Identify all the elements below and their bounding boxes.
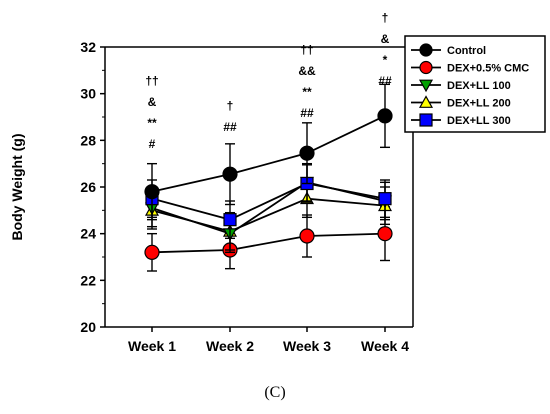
legend-marker [418, 95, 434, 108]
data-point [378, 192, 392, 206]
series-line [151, 182, 386, 221]
legend-item: DEX+LL 100 [411, 79, 511, 93]
x-tick-label: Week 4 [361, 338, 409, 354]
series-control [144, 83, 393, 221]
y-tick-label: 20 [80, 319, 96, 335]
annotation-label: † [382, 11, 389, 25]
series-layer [144, 83, 393, 272]
body-weight-chart: 20 22 24 26 28 30 32 Week 1 Week 2 Week 3 Week 4 Bo… [9, 11, 546, 354]
series-dex-ll-200 [144, 179, 393, 251]
legend-label: DEX+0.5% CMC [447, 63, 529, 75]
annotation-label: ## [300, 106, 314, 120]
legend-label: DEX+LL 100 [447, 80, 511, 92]
y-tick-label: 30 [80, 86, 96, 102]
y-tick-label: 22 [80, 272, 96, 288]
x-tick-label: Week 2 [206, 338, 254, 354]
series-dex-ll-300 [145, 164, 392, 240]
panel-label: (C) [264, 384, 286, 401]
annotation-label: * [383, 53, 388, 67]
data-point [144, 184, 160, 200]
y-tick-label: 24 [80, 226, 96, 242]
data-point [377, 226, 393, 242]
annotation-label: †† [145, 74, 158, 88]
annotation-label: & [148, 95, 157, 109]
series-line [151, 115, 386, 193]
series-line [151, 197, 386, 233]
legend-label: DEX+LL 300 [447, 115, 511, 127]
legend-marker [419, 43, 433, 57]
annotation-label: ** [302, 85, 312, 99]
legend-marker [418, 79, 434, 93]
annotation-label: †† [300, 43, 313, 57]
y-tick-label: 32 [80, 39, 96, 55]
annotation-label: † [227, 99, 234, 113]
legend-marker [419, 60, 433, 75]
annotation-label: && [298, 64, 316, 78]
data-point [223, 213, 237, 227]
annotation-label: ** [147, 116, 157, 130]
y-axis-title: Body Weight (g) [9, 133, 25, 240]
annotation-label: & [381, 32, 390, 46]
series-line [151, 232, 386, 254]
data-point [299, 145, 315, 161]
series-dex-ll-100 [144, 162, 393, 254]
y-tick-label: 26 [80, 179, 96, 195]
annotation-label: # [149, 137, 156, 151]
data-point [299, 228, 315, 244]
data-point [222, 166, 238, 182]
x-tick-label: Week 1 [128, 338, 176, 354]
data-point [144, 244, 160, 260]
legend: Control DEX+0.5% CMC DEX+LL 100 DEX+LL 200 D… [404, 35, 546, 133]
legend-label: Control [447, 45, 486, 57]
x-tick-label: Week 3 [283, 338, 331, 354]
legend-label: DEX+LL 200 [447, 98, 511, 110]
legend-item: DEX+0.5% CMC [411, 60, 529, 75]
data-point [377, 108, 393, 124]
y-tick-label: 28 [80, 132, 96, 148]
axes: 20 22 24 26 28 30 32 Week 1 Week 2 Week 3 Week 4 Bo… [9, 39, 414, 354]
legend-item: DEX+LL 200 [411, 95, 511, 110]
annotation-label: ## [223, 120, 237, 134]
legend-item: DEX+LL 300 [411, 113, 511, 127]
legend-marker [419, 113, 433, 127]
series-dex-0-5-cmc [144, 206, 393, 272]
legend-item: Control [411, 43, 486, 57]
